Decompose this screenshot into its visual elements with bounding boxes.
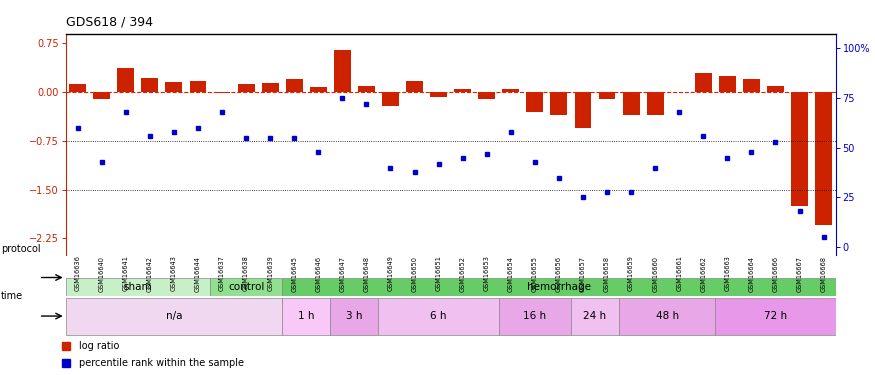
Bar: [379, 298, 499, 334]
Bar: [66, 298, 282, 334]
Text: GSM16653: GSM16653: [484, 256, 490, 291]
Bar: [430, 92, 447, 98]
Bar: [262, 83, 278, 92]
Text: GSM16664: GSM16664: [748, 256, 754, 292]
Bar: [358, 86, 374, 92]
Bar: [282, 278, 836, 296]
Bar: [454, 89, 471, 92]
Bar: [571, 298, 620, 334]
Bar: [286, 79, 303, 92]
Text: GSM16660: GSM16660: [652, 256, 658, 292]
Bar: [550, 92, 567, 115]
Text: GSM16639: GSM16639: [267, 256, 273, 291]
Text: percentile rank within the sample: percentile rank within the sample: [80, 358, 244, 368]
Bar: [743, 79, 760, 92]
Bar: [406, 81, 423, 92]
Text: 1 h: 1 h: [298, 311, 314, 321]
Text: 6 h: 6 h: [430, 311, 447, 321]
Bar: [214, 92, 230, 93]
Text: 3 h: 3 h: [346, 311, 362, 321]
Text: GSM16645: GSM16645: [291, 256, 298, 292]
Bar: [210, 278, 282, 296]
Text: GSM16640: GSM16640: [99, 256, 105, 292]
Text: GSM16663: GSM16663: [724, 256, 731, 291]
Text: protocol: protocol: [1, 244, 40, 254]
Text: 48 h: 48 h: [655, 311, 679, 321]
Text: GSM16661: GSM16661: [676, 256, 682, 291]
Bar: [190, 81, 206, 92]
Bar: [623, 92, 640, 115]
Text: 16 h: 16 h: [523, 311, 546, 321]
Text: GSM16648: GSM16648: [363, 256, 369, 292]
Text: GSM16647: GSM16647: [340, 256, 346, 292]
Text: GSM16636: GSM16636: [74, 256, 80, 291]
Text: GSM16655: GSM16655: [532, 256, 538, 292]
Bar: [479, 92, 495, 99]
Text: time: time: [1, 291, 23, 301]
Bar: [238, 84, 255, 92]
Text: hemorrhage: hemorrhage: [527, 282, 591, 291]
Text: 72 h: 72 h: [764, 311, 787, 321]
Bar: [282, 298, 331, 334]
Text: GSM16641: GSM16641: [123, 256, 129, 291]
Bar: [66, 278, 210, 296]
Text: n/a: n/a: [165, 311, 182, 321]
Text: GSM16658: GSM16658: [604, 256, 610, 292]
Bar: [499, 298, 571, 334]
Text: GSM16650: GSM16650: [411, 256, 417, 292]
Text: GSM16654: GSM16654: [507, 256, 514, 292]
Bar: [716, 298, 836, 334]
Text: GSM16638: GSM16638: [243, 256, 249, 291]
Bar: [165, 82, 182, 92]
Bar: [575, 92, 592, 128]
Bar: [647, 92, 663, 115]
Text: sham: sham: [123, 282, 152, 291]
Bar: [117, 68, 134, 92]
Bar: [695, 73, 711, 92]
Text: GSM16667: GSM16667: [796, 256, 802, 292]
Text: GSM16644: GSM16644: [195, 256, 201, 292]
Bar: [142, 78, 158, 92]
Bar: [94, 92, 110, 99]
Text: log ratio: log ratio: [80, 341, 120, 351]
Text: 24 h: 24 h: [584, 311, 606, 321]
Bar: [527, 92, 543, 112]
Text: GSM16666: GSM16666: [773, 256, 779, 292]
Text: GSM16659: GSM16659: [628, 256, 634, 291]
Bar: [767, 86, 784, 92]
Text: GSM16646: GSM16646: [315, 256, 321, 292]
Bar: [334, 50, 351, 92]
Text: GSM16656: GSM16656: [556, 256, 562, 292]
Text: GSM16642: GSM16642: [147, 256, 153, 292]
Text: GSM16637: GSM16637: [219, 256, 225, 291]
Bar: [331, 298, 379, 334]
Text: GSM16657: GSM16657: [580, 256, 586, 292]
Bar: [598, 92, 615, 99]
Bar: [719, 76, 736, 92]
Bar: [791, 92, 808, 206]
Text: GSM16668: GSM16668: [821, 256, 827, 292]
Text: GSM16662: GSM16662: [700, 256, 706, 292]
Text: control: control: [228, 282, 264, 291]
Bar: [310, 87, 326, 92]
Text: GDS618 / 394: GDS618 / 394: [66, 15, 152, 28]
Bar: [382, 92, 399, 106]
Bar: [502, 89, 519, 92]
Text: GSM16652: GSM16652: [459, 256, 466, 292]
Text: GSM16651: GSM16651: [436, 256, 442, 291]
Text: GSM16649: GSM16649: [388, 256, 394, 291]
Text: GSM16643: GSM16643: [171, 256, 177, 291]
Bar: [69, 84, 86, 92]
Bar: [620, 298, 716, 334]
Bar: [816, 92, 832, 225]
